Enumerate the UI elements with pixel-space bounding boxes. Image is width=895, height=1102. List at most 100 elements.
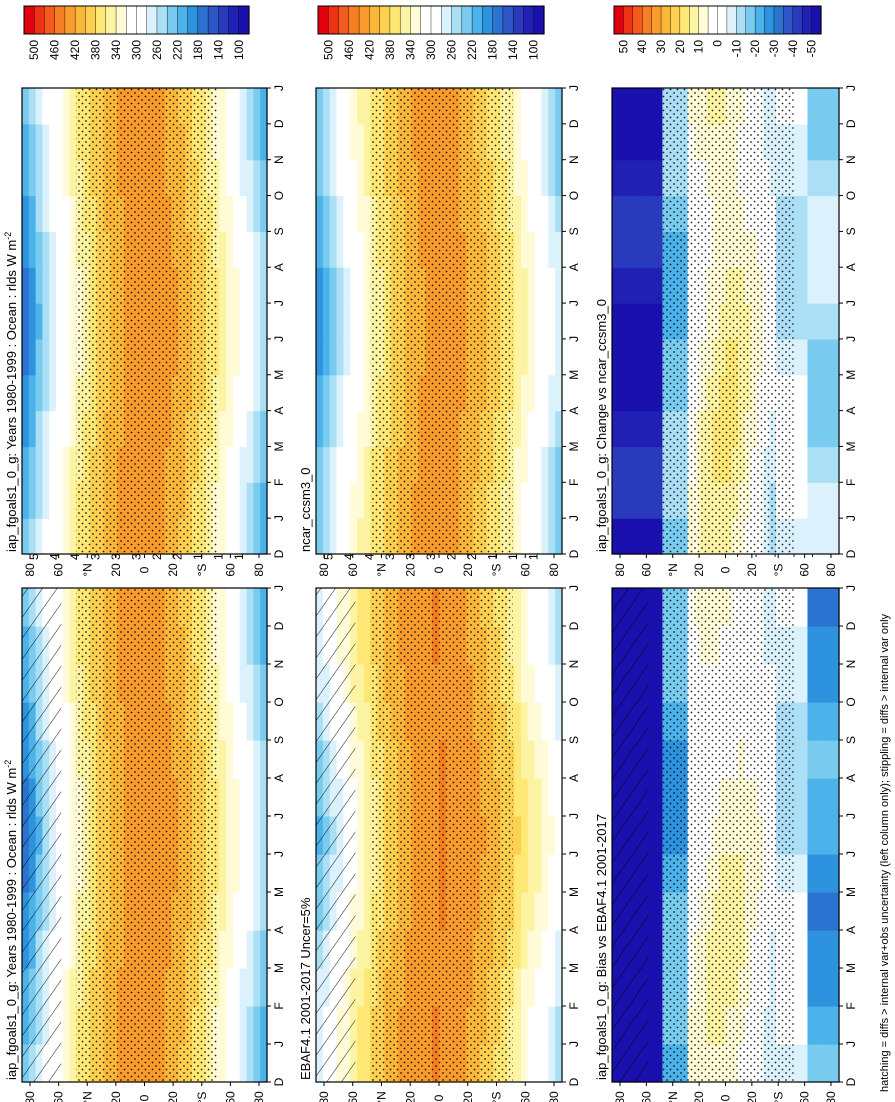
heatmap-cell	[548, 123, 556, 161]
heatmap-cell	[226, 195, 234, 232]
heatmap-cell	[541, 740, 549, 779]
heatmap-cell	[28, 374, 37, 412]
heatmap-cell	[527, 374, 536, 412]
heatmap-cell	[219, 482, 227, 519]
heatmap-cell	[801, 778, 809, 817]
heatmap-cell	[649, 338, 657, 376]
month-tick-label: D	[567, 1077, 581, 1086]
heatmap-cell	[630, 518, 638, 555]
colorbar-tick-label: 180	[191, 40, 205, 60]
heatmap-cell	[801, 854, 809, 893]
heatmap-cell	[643, 338, 651, 376]
lat-tick-label: 80	[613, 1091, 627, 1102]
colorbar-bin	[773, 5, 784, 35]
heatmap-cell	[226, 267, 234, 304]
heatmap-cell	[656, 778, 664, 817]
heatmap-cell	[329, 195, 338, 232]
month-tick-label: J	[844, 813, 858, 819]
heatmap-cell	[794, 338, 802, 376]
heatmap-cell	[246, 231, 254, 268]
heatmap-cell	[56, 338, 64, 376]
heatmap-cell	[246, 518, 254, 555]
heatmap-cell	[226, 892, 234, 931]
heatmap-cell	[42, 195, 50, 232]
heatmap-cell	[253, 1044, 261, 1083]
lat-tick-label: 20	[166, 1091, 180, 1102]
heatmap-cell	[618, 303, 626, 340]
colorbar-bin	[44, 5, 56, 35]
heatmap-cell	[316, 374, 324, 412]
colorbar: 50 40 30 20 10 0 -10 -20 -30 -40 -50	[613, 5, 822, 57]
heatmap-cell	[548, 518, 556, 555]
colorbar-bin	[126, 5, 138, 35]
heatmap-cell	[316, 231, 324, 268]
heatmap-cell	[219, 374, 227, 412]
heatmap-cell	[801, 159, 809, 197]
month-tick-label: M	[272, 370, 286, 380]
heatmap-cell	[807, 195, 815, 232]
heatmap-cell	[62, 88, 71, 125]
heatmap-cell	[336, 338, 344, 376]
panel-middle-right: 80 60 °N 20 0 20 °S 60 80 D J F M A M J J A S O N D Jncar_ccsm…	[298, 5, 581, 577]
heatmap-cell	[246, 930, 254, 969]
heatmap-cell	[826, 626, 834, 665]
heatmap-cell	[232, 816, 241, 855]
colorbar-tick-label: 140	[506, 40, 520, 60]
heatmap-cell	[253, 374, 261, 412]
heatmap-cell	[534, 664, 543, 703]
lat-tick-label: 80	[547, 563, 561, 577]
heatmap-cell	[49, 159, 57, 197]
heatmap-cell	[22, 482, 30, 519]
month-tick-label: J	[844, 85, 858, 91]
heatmap-cell	[521, 740, 529, 779]
heatmap-cell	[801, 664, 809, 703]
heatmap-cell	[42, 231, 50, 268]
lat-tick-label: 60	[639, 1091, 653, 1102]
heatmap-cell	[232, 588, 241, 627]
heatmap-cell	[555, 123, 563, 161]
heatmap-cell	[22, 410, 30, 448]
heatmap-cell	[350, 518, 358, 555]
heatmap-cell	[534, 626, 543, 665]
heatmap-cell	[253, 1006, 261, 1045]
heatmap-cell	[363, 446, 372, 483]
heatmap-cell	[22, 231, 30, 268]
heatmap-cell	[534, 482, 543, 519]
month-tick-label: F	[567, 1002, 581, 1009]
heatmap-cell	[656, 303, 664, 340]
month-tick-label: J	[272, 336, 286, 342]
heatmap-cell	[514, 88, 522, 125]
colorbar-frame	[613, 5, 822, 35]
month-tick-label: A	[844, 407, 858, 415]
heatmap-cell	[514, 816, 522, 855]
heatmap-cell	[260, 626, 268, 665]
heatmap-cell	[336, 410, 344, 448]
heatmap-cell	[363, 267, 372, 304]
heatmap-cell	[820, 231, 827, 268]
heatmap-cell	[253, 410, 261, 448]
colorbar-tick-label: 30	[654, 40, 668, 54]
heatmap-cell	[527, 1044, 536, 1083]
heatmap-cell	[534, 374, 543, 412]
heatmap-cell	[56, 303, 64, 340]
heatmap-cell	[253, 518, 261, 555]
heatmap-cell	[343, 267, 351, 304]
heatmap-cell	[357, 664, 365, 703]
heatmap-cell	[826, 892, 834, 931]
month-tick-label: M	[844, 441, 858, 451]
heatmap-cell	[832, 446, 840, 483]
heatmap-cell	[56, 159, 64, 197]
heatmap-cell	[649, 968, 657, 1007]
heatmap-cell	[555, 518, 563, 555]
heatmap-cell	[35, 267, 44, 304]
heatmap-cell	[643, 123, 651, 161]
heatmap-cell	[656, 88, 664, 125]
heatmap-cell	[336, 123, 344, 161]
heatmap-cell	[56, 231, 64, 268]
heatmap-cell	[219, 702, 227, 741]
heatmap-cell	[62, 482, 71, 519]
heatmap-cell	[527, 892, 536, 931]
heatmap-cell	[232, 159, 241, 197]
heatmap-cell	[649, 702, 657, 741]
heatmap-cell	[239, 123, 248, 161]
